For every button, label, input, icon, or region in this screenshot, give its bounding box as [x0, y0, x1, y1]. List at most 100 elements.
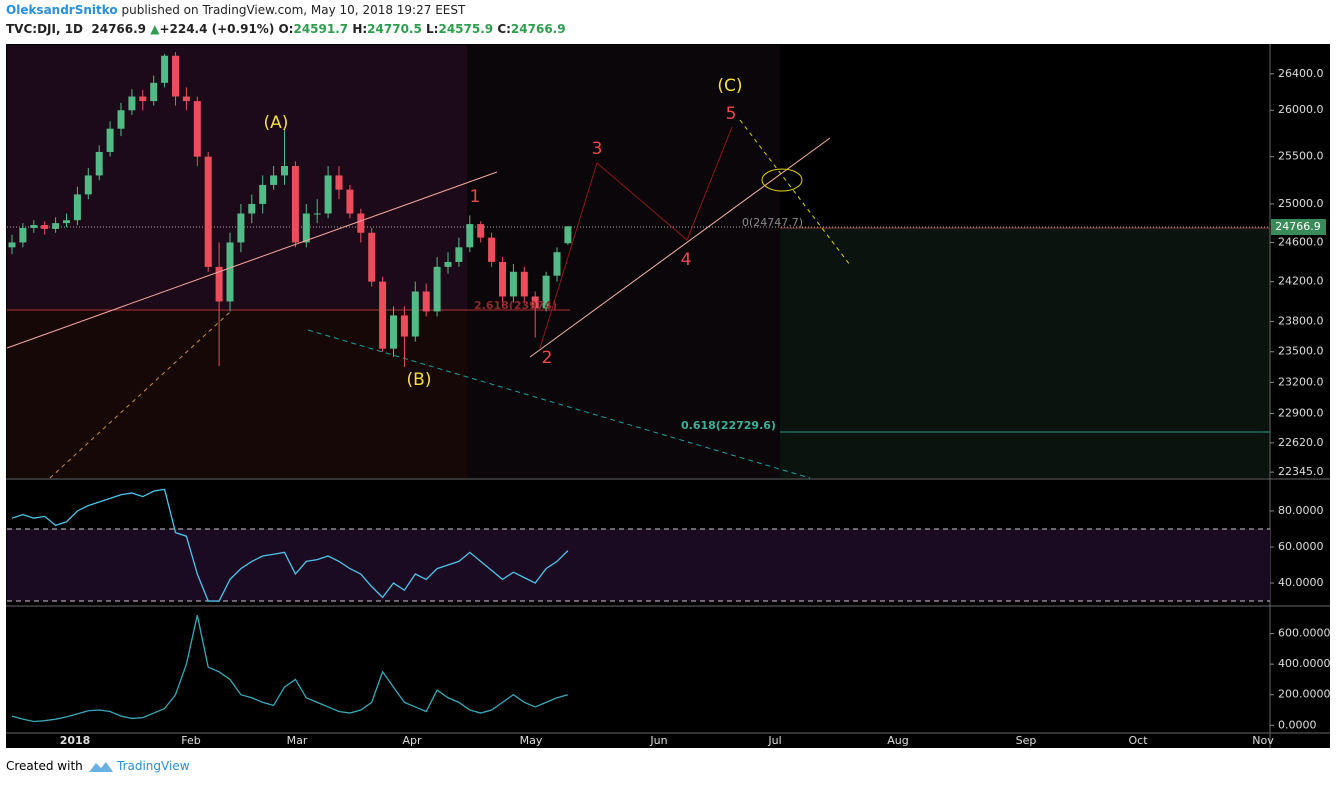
- candle-body: [455, 247, 463, 262]
- candle-body: [139, 96, 147, 102]
- fib-label: 0.618(22729.6): [681, 419, 776, 432]
- zone: [780, 228, 1270, 478]
- candle-body: [400, 315, 408, 337]
- candle-body: [542, 275, 550, 309]
- candle-body: [291, 166, 299, 243]
- trend-line: [529, 137, 831, 358]
- fib-label: 2.618(23974): [474, 299, 557, 312]
- candle-body: [488, 237, 496, 262]
- candle-body: [248, 203, 256, 214]
- y-tick-label: 26000.0: [1278, 103, 1324, 116]
- footer-brand[interactable]: TradingView: [117, 759, 190, 773]
- zone: [7, 310, 467, 478]
- candle-body: [335, 175, 343, 190]
- y-tick-label: 24200.0: [1278, 275, 1324, 288]
- c: 24766.9: [510, 22, 566, 36]
- x-tick-label: Apr: [402, 734, 422, 747]
- projection: [739, 119, 851, 266]
- indicator-line: [11, 615, 569, 723]
- candle-body: [73, 194, 81, 221]
- x-tick-label: Feb: [181, 734, 200, 747]
- candle-body: [204, 156, 212, 267]
- highlight: [761, 168, 803, 192]
- y-tick-label: 23500.0: [1278, 345, 1324, 358]
- candle-body: [346, 189, 354, 214]
- candle-body: [324, 175, 332, 214]
- author[interactable]: OleksandrSnitko: [6, 3, 118, 17]
- candle-body: [531, 296, 539, 309]
- candle-body: [117, 110, 125, 129]
- candle-body: [281, 166, 288, 176]
- candle-body: [150, 82, 158, 102]
- arrow: ▲: [150, 22, 160, 36]
- candle-body: [215, 266, 223, 302]
- wave-label: (B): [407, 370, 432, 390]
- candle-body: [172, 55, 179, 97]
- trend-line: [6, 171, 498, 349]
- wave-label: (C): [717, 76, 742, 96]
- wave-label: 1: [470, 187, 481, 207]
- published: published on TradingView.com, May 10, 20…: [121, 3, 466, 17]
- candle-body: [63, 220, 70, 224]
- candle-body: [237, 213, 245, 243]
- candle-body: [509, 271, 517, 297]
- candle-body: [182, 96, 190, 102]
- y-tick-label: 400.0000: [1278, 657, 1331, 670]
- candle-body: [30, 225, 38, 228]
- candle-body: [379, 281, 387, 349]
- wave-label: 3: [592, 139, 603, 159]
- indicator-line: [11, 488, 569, 602]
- candle-body: [368, 232, 376, 282]
- candle-body: [433, 266, 441, 312]
- candles: [8, 52, 572, 368]
- x-tick-label: Sep: [1016, 734, 1037, 747]
- candle-body: [313, 213, 321, 215]
- footer-text: Created with: [6, 759, 83, 773]
- y-tick-label: 40.0000: [1278, 576, 1324, 589]
- candle-body: [390, 315, 397, 349]
- change: +224.4 (+0.91%): [159, 22, 275, 36]
- candle-body: [193, 101, 201, 157]
- candle-body: [128, 96, 136, 111]
- y-tick-label: 23200.0: [1278, 375, 1324, 388]
- candle-body: [8, 242, 16, 248]
- candle-body: [564, 226, 572, 244]
- fib-label: 0(24747.7): [742, 216, 803, 229]
- h-label: H:: [352, 22, 368, 36]
- trend-line: [307, 329, 811, 479]
- wave-label: 2: [542, 348, 553, 368]
- candle-body: [259, 184, 267, 204]
- x-tick-label: 2018: [60, 734, 91, 747]
- x-tick-label: Jul: [767, 734, 781, 747]
- y-tick-label: 60.0000: [1278, 540, 1324, 553]
- y-tick-label: 22345.0: [1278, 465, 1324, 478]
- y-tick-label: 25500.0: [1278, 150, 1324, 163]
- price: 24766.9: [91, 22, 147, 36]
- trend-line: [49, 311, 231, 479]
- y-tick-label: 25000.0: [1278, 197, 1324, 210]
- price-tag-label: 24766.9: [1275, 220, 1321, 233]
- candle-body: [302, 213, 310, 243]
- annotations: (A) (B) (C) 1 2 3 4 5 0(24747.7) 0.618(2…: [6, 76, 1326, 432]
- candle-body: [106, 128, 114, 152]
- y-tick-label: 0.0000: [1278, 718, 1317, 731]
- l-label: L:: [426, 22, 439, 36]
- candle-body: [84, 175, 92, 195]
- candle-body: [41, 225, 49, 229]
- candle-body: [226, 242, 234, 302]
- x-tick-label: Aug: [887, 734, 908, 747]
- y-tick-label: 26400.0: [1278, 67, 1324, 80]
- y-tick-label: 80.0000: [1278, 504, 1324, 517]
- y-tick-label: 600.0000: [1278, 627, 1331, 640]
- symbol: TVC:DJI, 1D: [6, 22, 84, 36]
- o-label: O:: [278, 22, 294, 36]
- c-label: C:: [497, 22, 511, 36]
- x-tick-label: Nov: [1252, 734, 1274, 747]
- candle-body: [270, 175, 278, 185]
- header-line: OleksandrSnitko published on TradingView…: [6, 3, 465, 17]
- y-tick-label: 200.0000: [1278, 688, 1331, 701]
- x-tick-label: May: [520, 734, 543, 747]
- x-tick-label: Oct: [1128, 734, 1148, 747]
- zone: [467, 45, 780, 478]
